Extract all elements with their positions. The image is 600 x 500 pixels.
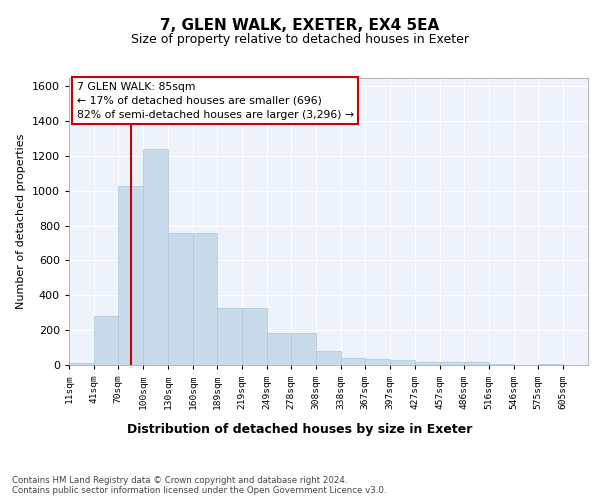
Text: Contains HM Land Registry data © Crown copyright and database right 2024.
Contai: Contains HM Land Registry data © Crown c… [12, 476, 386, 495]
Bar [267, 333, 291, 365]
Text: 7, GLEN WALK, EXETER, EX4 5EA: 7, GLEN WALK, EXETER, EX4 5EA [160, 18, 440, 32]
Bar [341, 358, 365, 365]
Bar [390, 360, 415, 365]
Bar [69, 364, 94, 365]
Text: Size of property relative to detached houses in Exeter: Size of property relative to detached ho… [131, 32, 469, 46]
Bar [316, 351, 341, 365]
Bar [291, 333, 316, 365]
Bar [118, 186, 143, 365]
Bar [242, 308, 267, 365]
Bar [464, 362, 489, 365]
Bar [94, 316, 118, 365]
Bar [217, 308, 242, 365]
Text: Distribution of detached houses by size in Exeter: Distribution of detached houses by size … [127, 422, 473, 436]
Bar [143, 149, 168, 365]
Bar [168, 232, 193, 365]
Bar [489, 364, 514, 365]
Bar [415, 362, 440, 365]
Bar [538, 364, 563, 365]
Text: 7 GLEN WALK: 85sqm
← 17% of detached houses are smaller (696)
82% of semi-detach: 7 GLEN WALK: 85sqm ← 17% of detached hou… [77, 82, 354, 120]
Y-axis label: Number of detached properties: Number of detached properties [16, 134, 26, 309]
Bar [440, 362, 464, 365]
Bar [193, 232, 217, 365]
Bar [365, 359, 390, 365]
